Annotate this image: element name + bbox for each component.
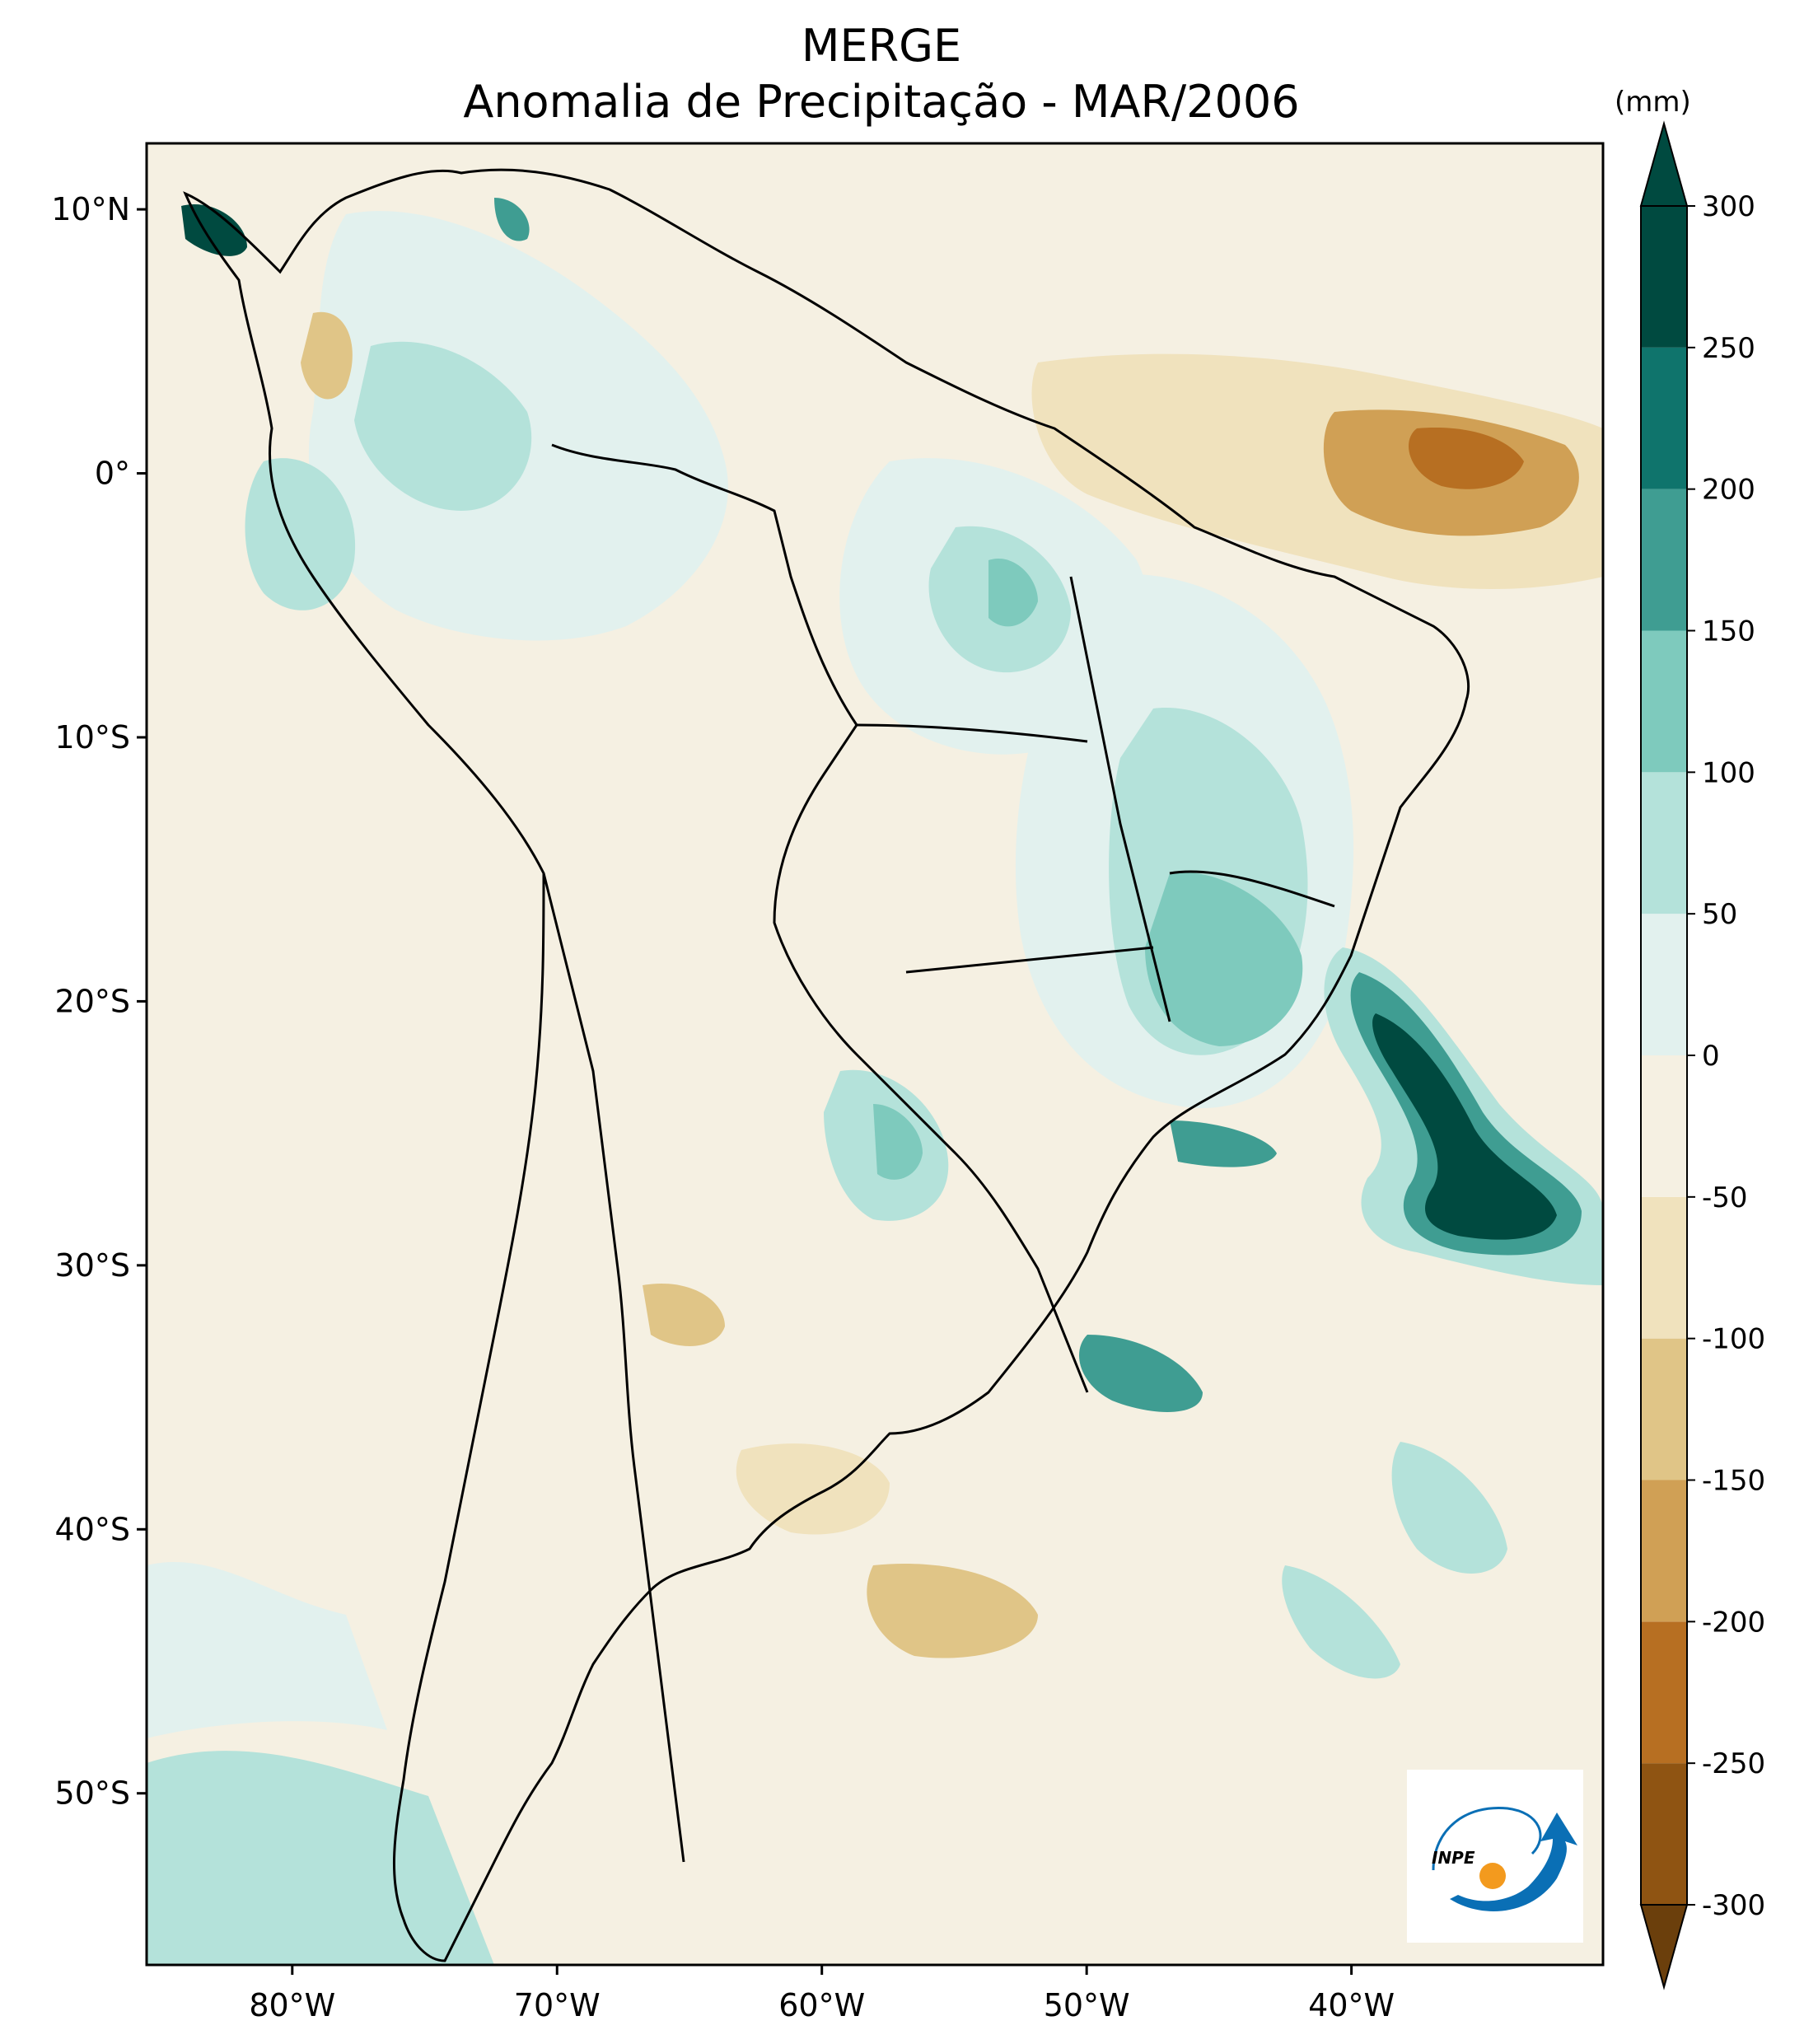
state-border-1	[856, 723, 1088, 743]
colorbar-extend-max	[1639, 120, 1689, 207]
state-border-3	[905, 946, 1154, 974]
colorbar-extend-min	[1639, 1904, 1689, 1990]
lat-tick-label: 40°S	[55, 1511, 130, 1547]
lat-tick-label: 20°S	[55, 983, 130, 1019]
lon-tick-label: 80°W	[249, 1987, 335, 2023]
anomaly-atlantic-core	[1372, 1013, 1557, 1240]
anomaly-paraguay-core	[873, 1104, 923, 1180]
lon-tick-label: 50°W	[1044, 1987, 1130, 2023]
colorbar-segment	[1641, 1055, 1687, 1197]
lat-tick-label: 50°S	[55, 1775, 130, 1812]
colorbar-tick-label: 50	[1702, 898, 1737, 931]
colorbar-segment	[1641, 347, 1687, 489]
anomaly-sp-offshore	[1170, 1120, 1277, 1167]
anomaly-positive-south-pacific	[147, 1751, 494, 1965]
lon-tick-label: 40°W	[1308, 1987, 1395, 2023]
map-subtitle: Anomalia de Precipitação - MAR/2006	[463, 76, 1300, 128]
logo-thin-arc	[1432, 1806, 1542, 1871]
anomaly-eq-atlantic-core	[1409, 428, 1524, 489]
anomaly-south-atlantic-2	[1282, 1565, 1400, 1679]
colorbar-tick-label: 300	[1702, 190, 1755, 223]
brazil-border	[551, 443, 1089, 1393]
lon-tick-label: 70°W	[514, 1987, 601, 2023]
anomaly-field	[147, 143, 1603, 1965]
lat-tick-label: 10°N	[51, 191, 130, 227]
colorbar-segment	[1641, 489, 1687, 631]
state-border-4	[1169, 870, 1335, 908]
lat-tick-label: 30°S	[55, 1247, 130, 1284]
colorbar-tick-label: -50	[1702, 1181, 1748, 1214]
colorbar-segment	[1641, 772, 1687, 914]
latitude-ticks: 10°N 0° 10°S 20°S 30°S 40°S 50°S	[51, 191, 147, 1812]
colorbar-segment	[1641, 1338, 1687, 1480]
anomaly-colombia-neg	[301, 311, 353, 400]
map-title: MERGE	[801, 20, 962, 72]
logo-text: INPE	[1432, 1848, 1475, 1868]
coastlines-borders	[183, 168, 1470, 1962]
anomaly-south-atlantic-1	[1391, 1442, 1507, 1574]
colorbar-tick-label: -150	[1702, 1465, 1765, 1498]
anomaly-argentina-neg	[643, 1284, 725, 1346]
colorbar-tick-label: 200	[1702, 474, 1755, 507]
colorbar-tick-label: 0	[1702, 1040, 1720, 1073]
anomaly-uruguay-offshore	[1079, 1335, 1203, 1412]
colorbar-unit: (mm)	[1615, 86, 1691, 119]
colorbar: -300 -250 -200 -150 -100 -50 0 50 100 150 200 250 30…	[1639, 120, 1765, 1990]
logo-dot	[1479, 1863, 1506, 1889]
inpe-logo: INPE	[1407, 1770, 1583, 1943]
colorbar-tick-label: 250	[1702, 332, 1755, 365]
colorbar-segment	[1641, 1621, 1687, 1764]
colorbar-segment	[1641, 1763, 1687, 1905]
south-america-coastline	[183, 168, 1470, 1962]
longitude-ticks: 80°W 70°W 60°W 50°W 40°W	[249, 1965, 1395, 2023]
map-frame	[145, 142, 1605, 1967]
anomaly-patagonia-neg-2	[867, 1564, 1038, 1658]
colorbar-segment	[1641, 206, 1687, 348]
colorbar-tick-label: 150	[1702, 615, 1755, 648]
lat-tick-label: 0°	[95, 456, 130, 492]
colorbar-tick-label: -100	[1702, 1323, 1765, 1356]
colorbar-segment	[1641, 1480, 1687, 1622]
anomaly-ecuador	[245, 458, 356, 610]
colorbar-tick-label: -300	[1702, 1889, 1765, 1922]
colorbar-segment	[1641, 914, 1687, 1055]
anomaly-patagonia-neg-1	[736, 1443, 890, 1535]
colorbar-tick-label: -200	[1702, 1606, 1765, 1639]
anomaly-central-brazil-core	[988, 559, 1038, 627]
colorbar-segment	[1641, 1196, 1687, 1339]
state-border-2	[1069, 576, 1171, 1022]
lon-tick-label: 60°W	[778, 1987, 865, 2023]
andes-border	[542, 872, 685, 1863]
colorbar-tick-label: 100	[1702, 756, 1755, 789]
colorbar-segment	[1641, 630, 1687, 773]
anomaly-light-south-pacific	[147, 1561, 387, 1738]
anomaly-minas-core	[1145, 872, 1303, 1046]
logo-arrow	[1450, 1812, 1577, 1911]
colorbar-tick-label: -250	[1702, 1747, 1765, 1780]
lat-tick-label: 10°S	[55, 719, 130, 755]
anomaly-amazon-mid	[354, 341, 532, 511]
anomaly-venezuela	[494, 198, 530, 241]
